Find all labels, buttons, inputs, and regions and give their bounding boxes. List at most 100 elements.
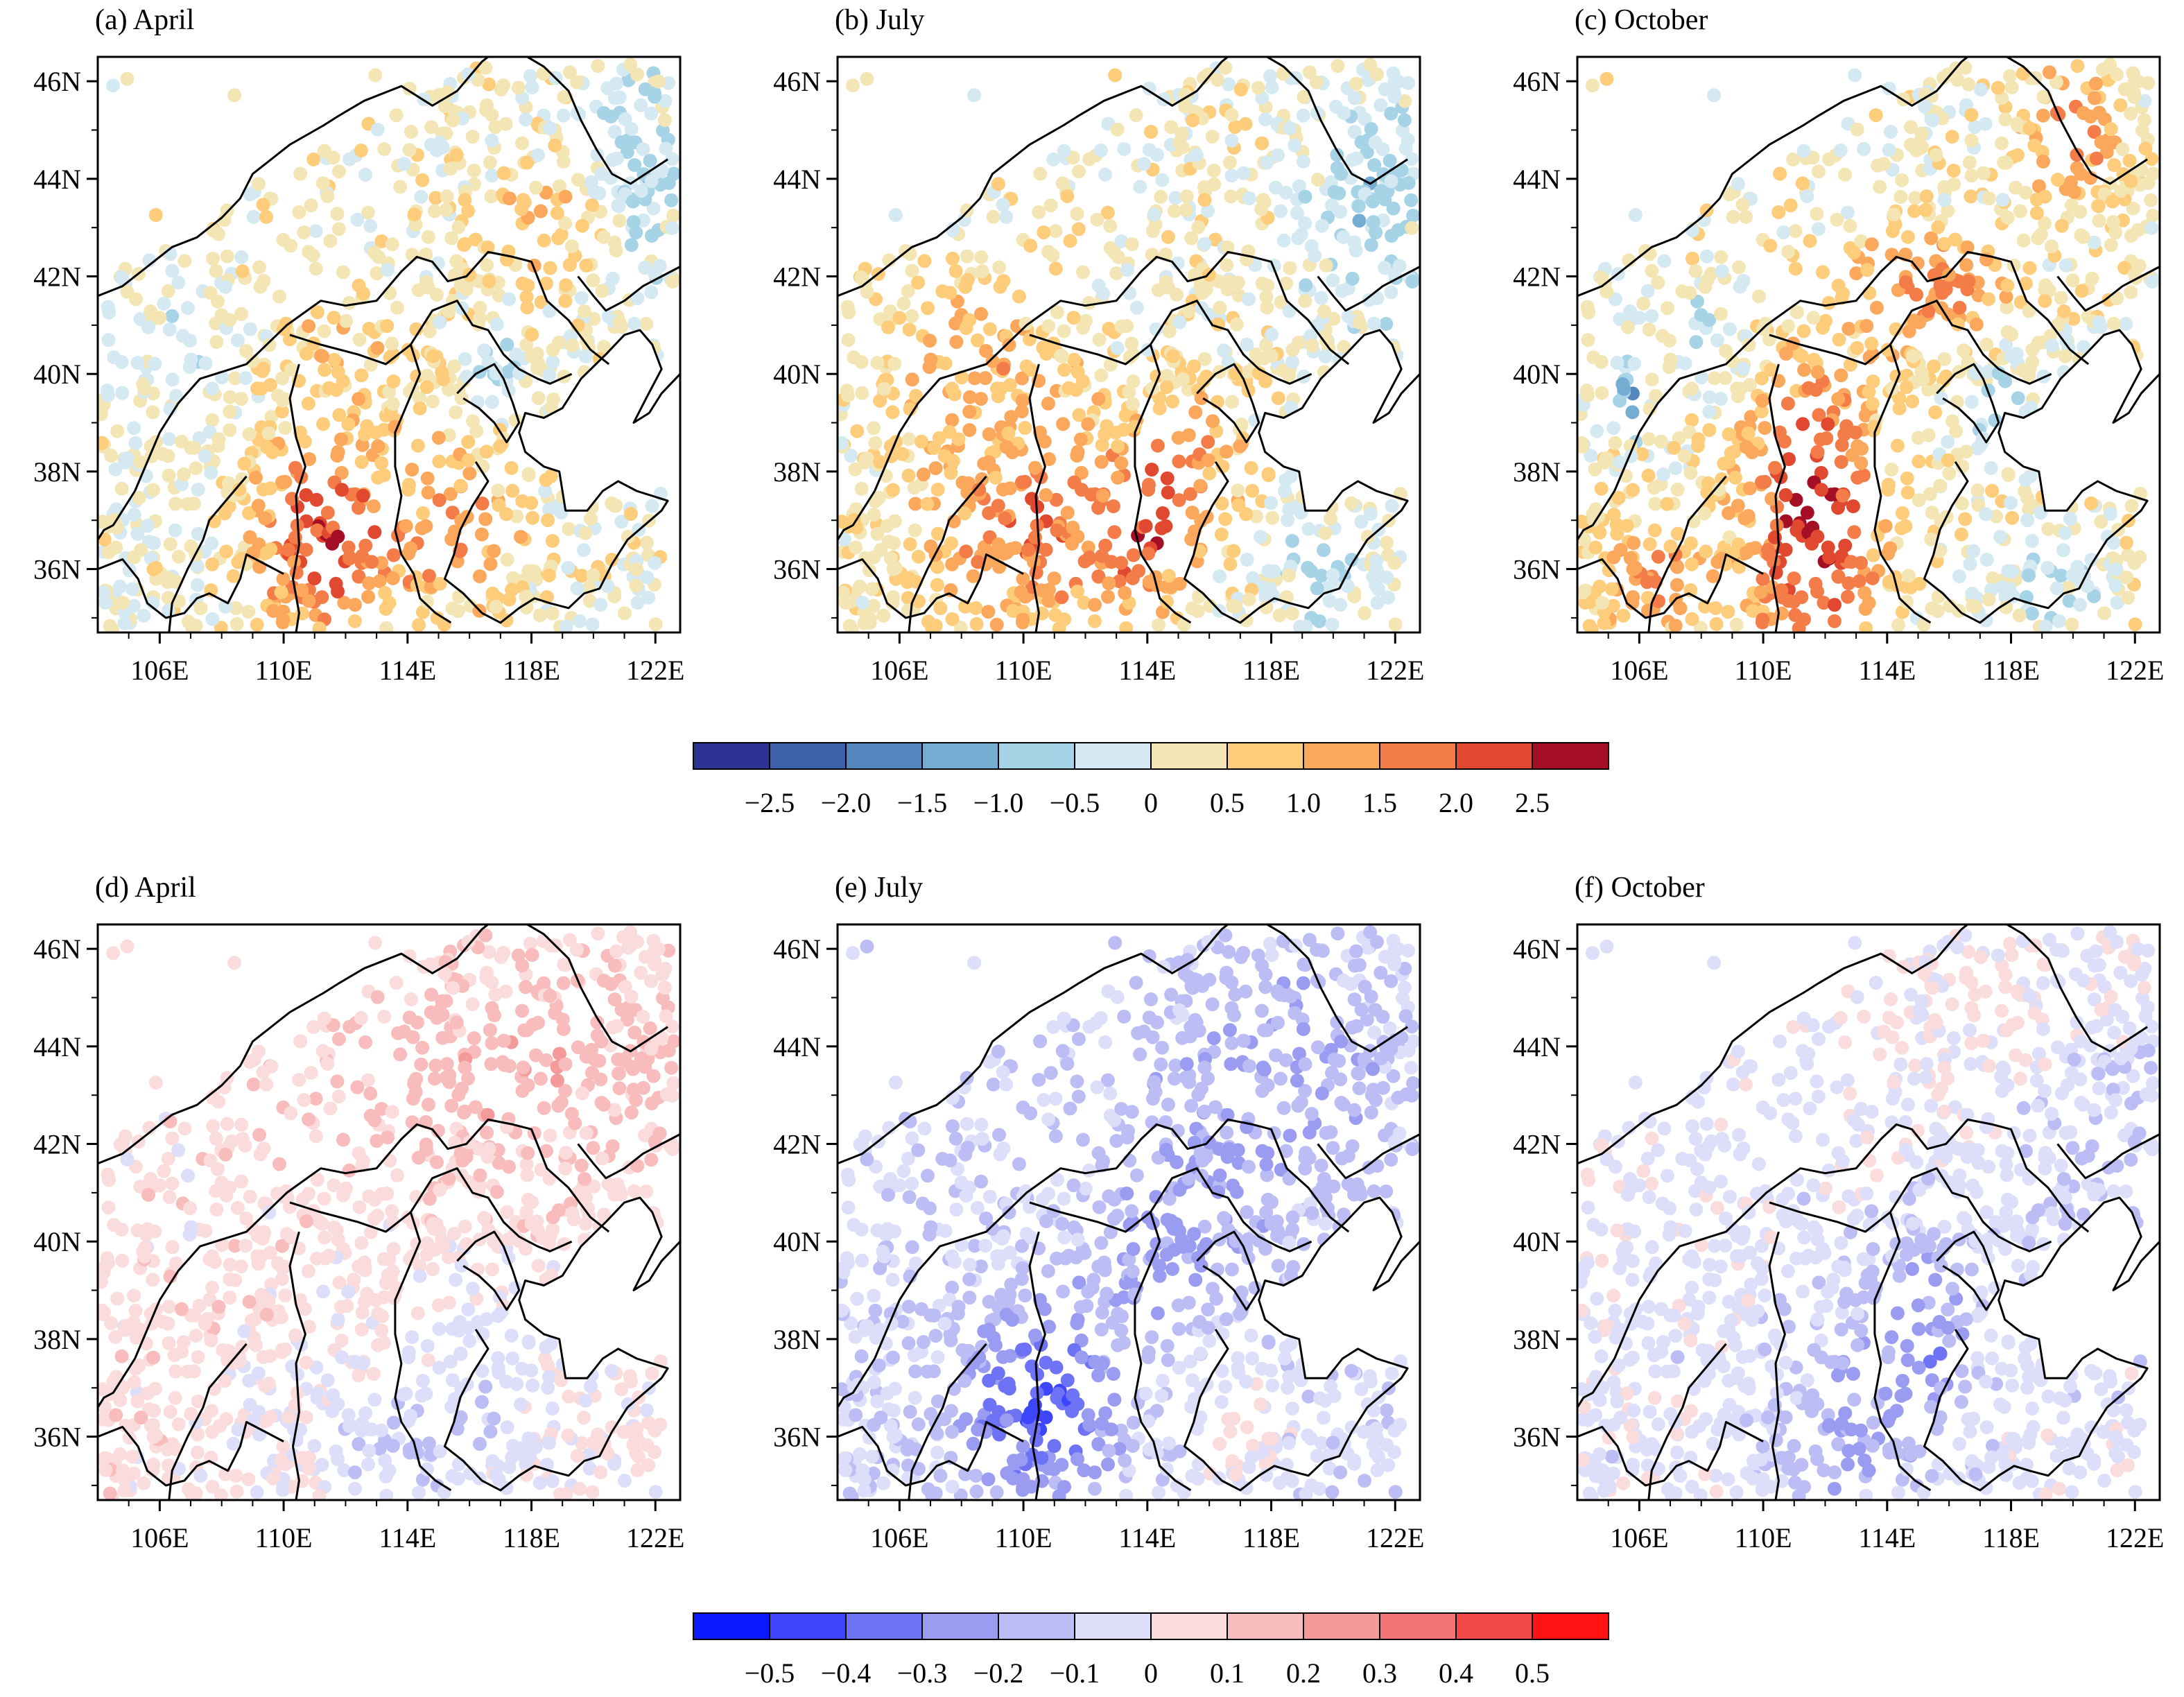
station-dot: [1283, 261, 1297, 275]
station-dot: [453, 1146, 468, 1161]
station-dot: [177, 1335, 191, 1350]
station-dot: [302, 1320, 316, 1334]
station-dot: [2029, 206, 2044, 221]
station-dot: [419, 594, 434, 609]
station-dot: [969, 617, 984, 631]
station-dot: [1260, 300, 1274, 315]
station-dot: [302, 319, 316, 334]
station-dot: [1718, 371, 1733, 386]
station-dot: [1075, 483, 1089, 497]
station-dot: [1215, 459, 1230, 474]
station-dot: [1244, 460, 1258, 475]
station-dot: [2004, 349, 2018, 363]
station-dot: [317, 1191, 331, 1206]
station-dot: [322, 381, 336, 395]
station-dot: [516, 1060, 530, 1075]
station-dot: [1213, 300, 1227, 315]
border-line: [288, 363, 306, 632]
y-tick-label: 46N: [33, 66, 81, 97]
station-dot: [1179, 203, 1193, 217]
station-dot: [2002, 69, 2017, 83]
station-dot: [1369, 578, 1383, 593]
station-dot: [2080, 579, 2095, 594]
x-tick-label: 106E: [1610, 655, 1668, 686]
station-dot: [454, 513, 469, 528]
station-dot: [1406, 208, 1420, 223]
station-dot: [315, 176, 330, 191]
station-dot: [218, 279, 233, 294]
station-dot: [1141, 546, 1156, 561]
station-dot: [585, 1065, 599, 1080]
station-dot: [424, 120, 439, 135]
station-dot: [1239, 507, 1254, 522]
station-dot: [1865, 571, 1880, 585]
station-dot: [241, 605, 256, 619]
station-dot: [1310, 173, 1325, 187]
station-dot: [302, 1112, 316, 1127]
station-dot: [1862, 286, 1877, 300]
station-dot: [960, 203, 974, 218]
station-dot: [1685, 557, 1699, 571]
station-dot: [590, 1015, 605, 1030]
station-dot: [352, 1368, 365, 1383]
station-dot: [548, 138, 562, 153]
station-dot: [558, 294, 573, 308]
station-dot: [333, 432, 348, 447]
station-dot: [366, 499, 381, 513]
station-dot: [1712, 482, 1726, 497]
station-dot: [374, 1102, 389, 1116]
station-dot: [2137, 113, 2151, 128]
station-dot: [2018, 484, 2032, 498]
station-dot: [385, 1204, 399, 1218]
station-dot: [1811, 222, 1826, 236]
station-dot: [1095, 488, 1110, 503]
station-dot: [903, 402, 917, 416]
station-dot: [454, 391, 469, 405]
station-dot: [189, 619, 203, 632]
station-dot: [1982, 191, 1996, 206]
station-dot: [2108, 225, 2123, 240]
station-dot: [1767, 530, 1782, 544]
station-dot: [1344, 496, 1359, 510]
border-line: [1613, 250, 2090, 492]
station-dot: [1739, 545, 1753, 560]
station-dot: [1627, 536, 1641, 550]
station-dot: [360, 1286, 374, 1301]
station-dot: [297, 1093, 311, 1108]
station-dot: [657, 981, 672, 995]
station-dot: [350, 212, 365, 227]
station-dot: [1878, 519, 1893, 533]
station-dot: [485, 107, 499, 122]
station-dot: [1094, 1323, 1109, 1337]
station-dot: [545, 1402, 560, 1415]
station-dot: [638, 949, 652, 964]
station-dot: [1599, 451, 1613, 465]
station-dot: [1114, 456, 1129, 470]
station-dot: [1001, 426, 1016, 440]
station-dot: [657, 113, 672, 128]
station-dot: [390, 1168, 404, 1182]
station-dot: [1258, 589, 1273, 604]
station-dot: [2065, 198, 2079, 212]
x-tick-label: 110E: [1735, 655, 1792, 686]
station-dot: [330, 207, 345, 221]
station-dot: [1199, 369, 1213, 384]
station-dot: [468, 232, 483, 247]
station-dot: [1012, 289, 1026, 304]
station-dot: [1621, 320, 1635, 334]
station-dot: [2049, 75, 2063, 89]
station-dot: [648, 617, 663, 632]
station-dot: [639, 535, 654, 550]
station-dot: [169, 1256, 183, 1270]
station-dot: [1291, 231, 1306, 245]
station-dot: [1651, 275, 1665, 290]
station-dot: [386, 1242, 401, 1256]
station-dot: [1039, 542, 1053, 557]
station-dot: [666, 275, 680, 288]
station-dot: [648, 1485, 663, 1499]
station-dot: [666, 1142, 680, 1156]
station-dot: [229, 617, 244, 631]
station-dot: [331, 445, 345, 459]
station-dot: [542, 1235, 557, 1250]
station-dot: [184, 352, 198, 367]
